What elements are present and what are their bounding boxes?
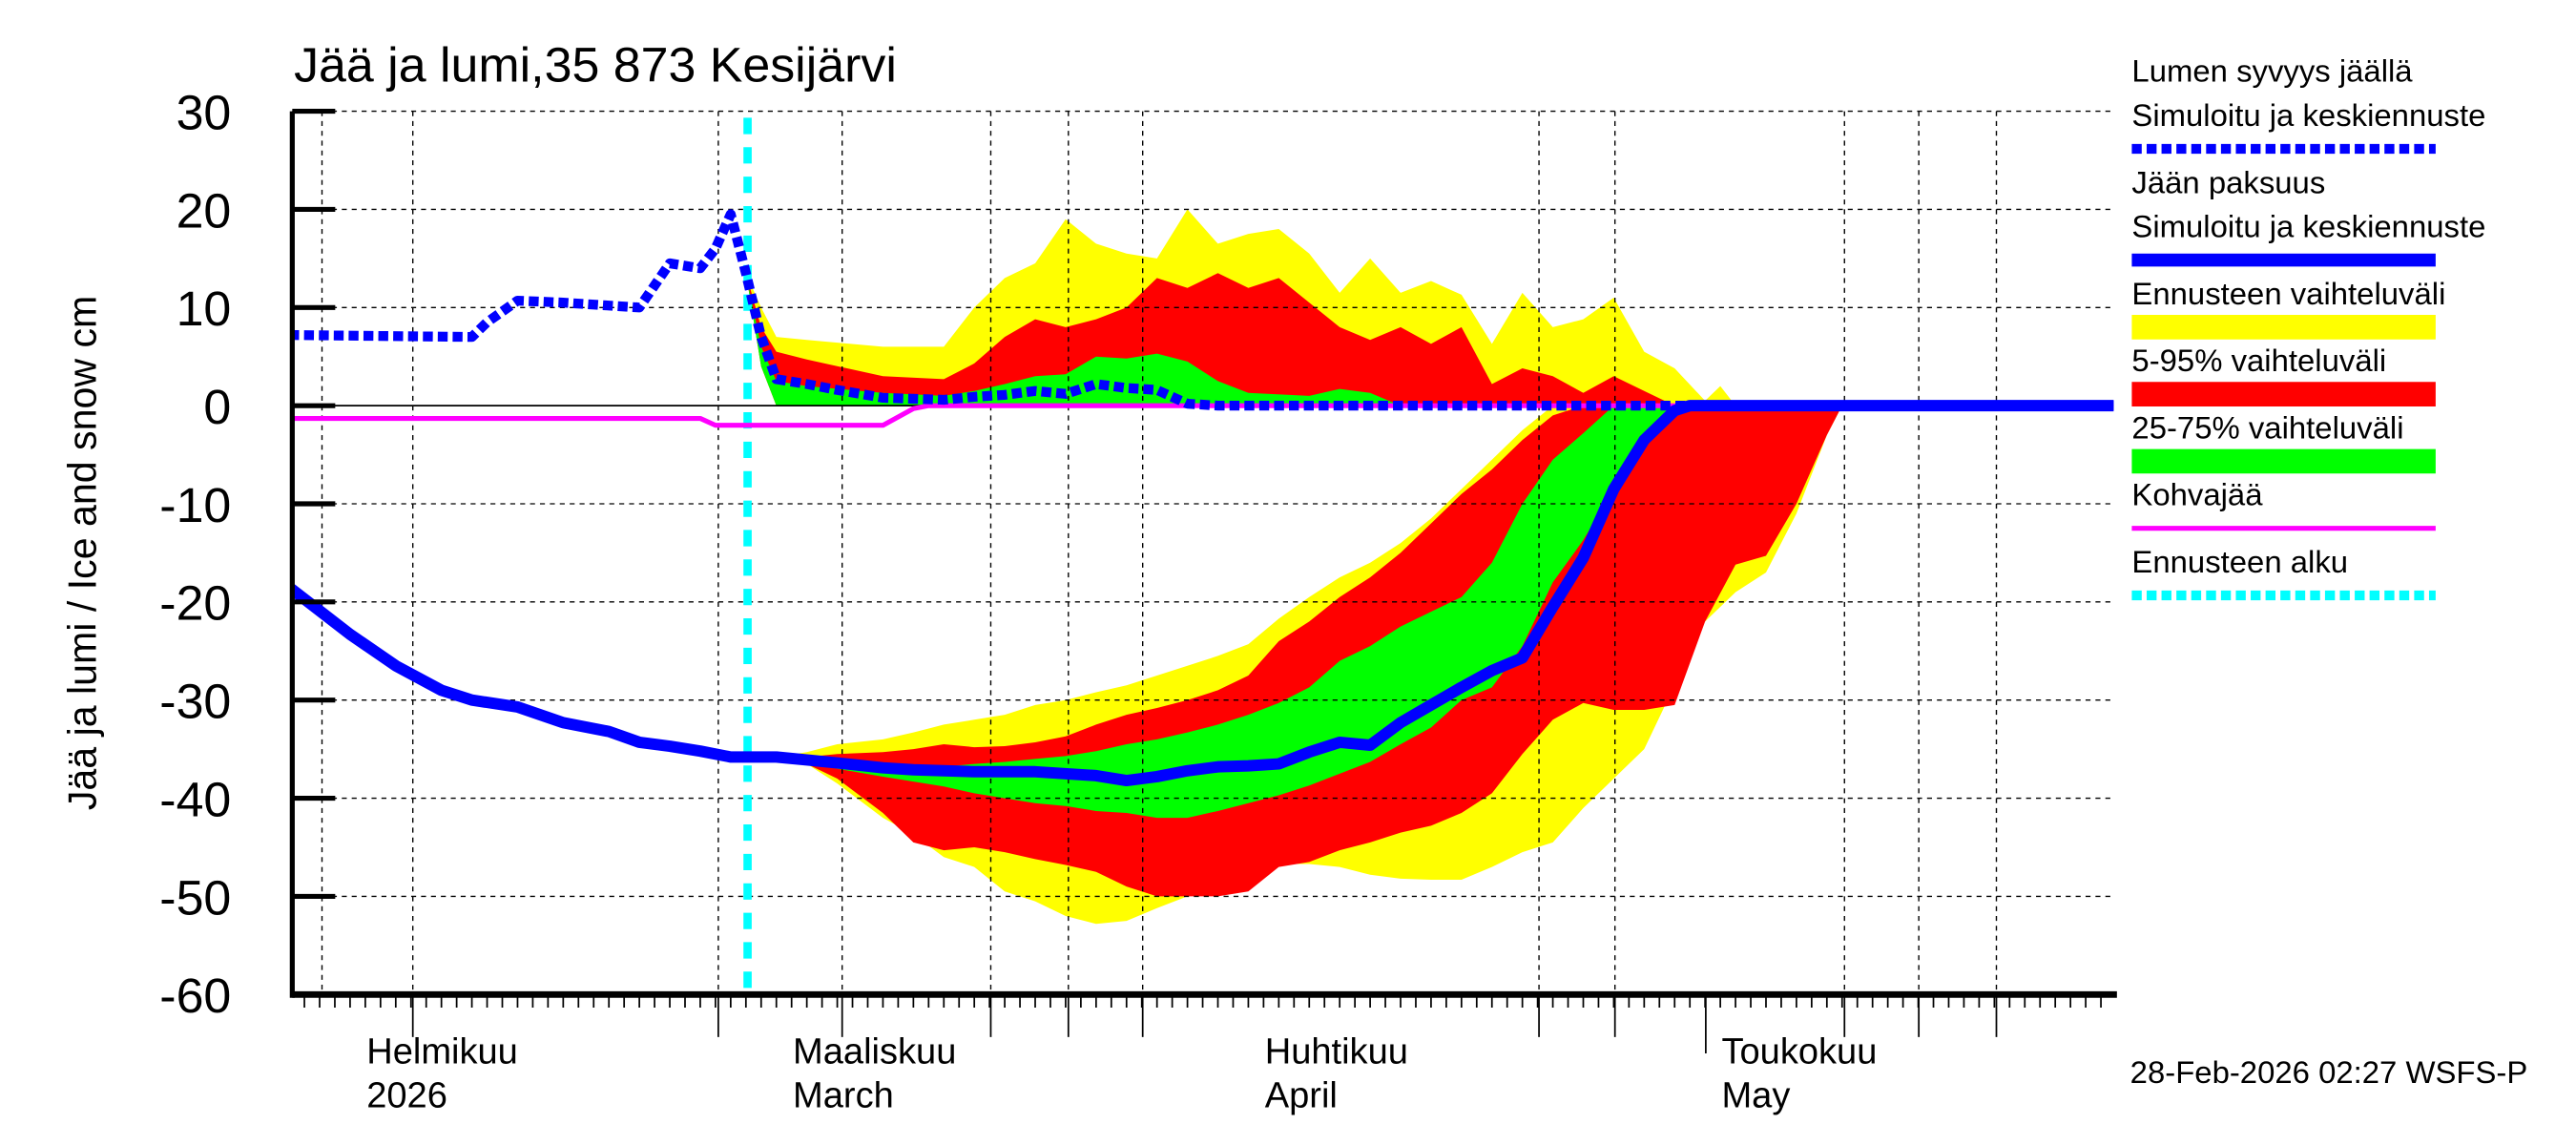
y-tick-label: 30 xyxy=(177,85,232,140)
legend-label: 25-75% vaihteluväli xyxy=(2131,410,2403,446)
y-tick-label: -40 xyxy=(159,772,231,827)
band-snow-2 xyxy=(745,273,1402,406)
month-sublabel: March xyxy=(793,1076,894,1116)
legend-label: Ennusteen alku xyxy=(2131,544,2348,579)
month-sublabel: May xyxy=(1721,1076,1790,1116)
y-tick-label: -60 xyxy=(159,968,231,1023)
y-tick-label: 10 xyxy=(177,281,232,336)
series-line-1 xyxy=(292,400,2114,787)
month-label: Toukokuu xyxy=(1721,1031,1877,1072)
band-snow-1 xyxy=(745,273,1675,406)
y-tick-label: -30 xyxy=(159,674,231,729)
legend-label: Ennusteen vaihteluväli xyxy=(2131,276,2445,311)
chart-title: Jää ja lumi,35 873 Kesijärvi xyxy=(294,37,897,93)
month-label: Huhtikuu xyxy=(1265,1031,1408,1072)
legend-sublabel: Simuloitu ja keskiennuste xyxy=(2131,97,2485,133)
y-tick-label: 20 xyxy=(177,183,232,239)
series-line-0 xyxy=(292,209,2114,411)
series-line-2 xyxy=(292,403,2114,428)
month-label: Helmikuu xyxy=(366,1031,518,1072)
legend: Lumen syvyys jäällä Simuloitu ja keskienn… xyxy=(2131,53,2485,601)
legend-sublabel: Simuloitu ja keskiennuste xyxy=(2131,209,2485,244)
y-tick-label: -10 xyxy=(159,477,231,532)
legend-label: Lumen syvyys jäällä xyxy=(2131,53,2413,89)
month-sublabel: 2026 xyxy=(366,1076,447,1116)
month-label: Maaliskuu xyxy=(793,1031,956,1072)
y-axis-label: Jää ja lumi / Ice and snow cm xyxy=(60,296,104,810)
legend-label: Jään paksuus xyxy=(2131,164,2325,199)
legend-label: 5-95% vaihteluväli xyxy=(2131,343,2386,378)
footer-timestamp: 28-Feb-2026 02:27 WSFS-P xyxy=(2130,1054,2528,1090)
month-sublabel: April xyxy=(1265,1076,1338,1116)
forecast-bands xyxy=(745,209,1842,925)
series-lines xyxy=(292,117,2114,995)
legend-label: Kohvajää xyxy=(2131,477,2263,512)
band-ice-1 xyxy=(776,406,1842,897)
y-tick-label: 0 xyxy=(203,379,231,434)
y-tick-label: -50 xyxy=(159,870,231,926)
y-tick-label: -20 xyxy=(159,575,231,631)
band-ice-2 xyxy=(776,406,1691,819)
